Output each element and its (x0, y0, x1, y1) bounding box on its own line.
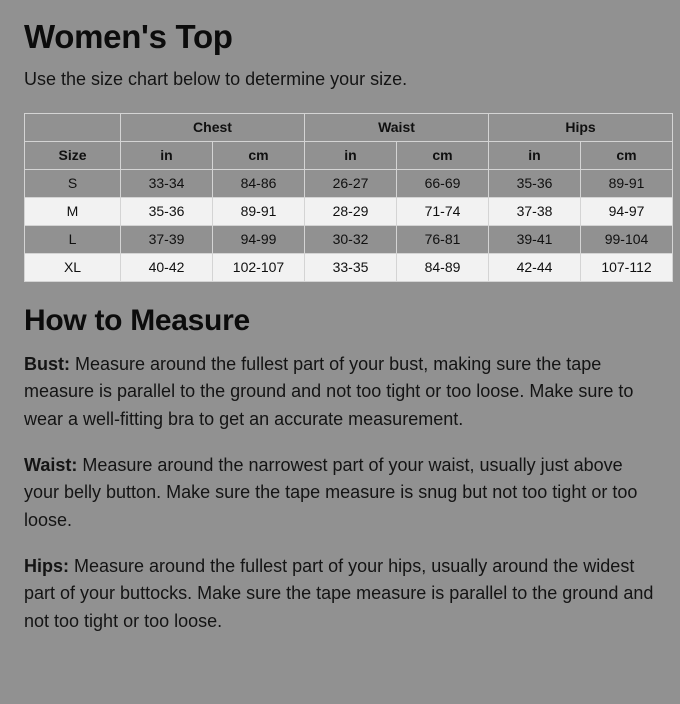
cell-chest-in: 35-36 (120, 197, 213, 227)
group-header-blank (24, 113, 121, 143)
table-row: L 37-39 94-99 30-32 76-81 39-41 99-104 (24, 225, 673, 255)
column-header-hips-cm: cm (580, 141, 673, 171)
measure-instruction-hips: Hips: Measure around the fullest part of… (24, 553, 656, 635)
cell-chest-cm: 94-99 (212, 225, 305, 255)
cell-hips-cm: 94-97 (580, 197, 673, 227)
cell-hips-cm: 99-104 (580, 225, 673, 255)
cell-hips-in: 37-38 (488, 197, 581, 227)
cell-chest-in: 33-34 (120, 169, 213, 199)
table-row: M 35-36 89-91 28-29 71-74 37-38 94-97 (24, 197, 673, 227)
cell-size: M (24, 197, 121, 227)
cell-waist-cm: 76-81 (396, 225, 489, 255)
cell-hips-cm: 107-112 (580, 253, 673, 283)
measure-text-bust: Measure around the fullest part of your … (24, 353, 634, 429)
column-header-size: Size (24, 141, 121, 171)
cell-hips-in: 35-36 (488, 169, 581, 199)
measure-label-bust: Bust: (24, 353, 70, 374)
cell-size: XL (24, 253, 121, 283)
cell-chest-cm: 89-91 (212, 197, 305, 227)
group-header-waist: Waist (304, 113, 489, 143)
cell-waist-in: 26-27 (304, 169, 397, 199)
cell-chest-cm: 102-107 (212, 253, 305, 283)
table-row: S 33-34 84-86 26-27 66-69 35-36 89-91 (24, 169, 673, 199)
cell-chest-cm: 84-86 (212, 169, 305, 199)
column-header-chest-cm: cm (212, 141, 305, 171)
measure-label-waist: Waist: (24, 454, 78, 475)
column-header-chest-in: in (120, 141, 213, 171)
cell-waist-cm: 71-74 (396, 197, 489, 227)
size-chart-head: Chest Waist Hips Size in cm in cm in cm (24, 113, 673, 171)
size-chart-body: S 33-34 84-86 26-27 66-69 35-36 89-91 M … (24, 169, 673, 283)
group-header-hips: Hips (488, 113, 673, 143)
measure-instruction-waist: Waist: Measure around the narrowest part… (24, 452, 656, 534)
cell-waist-in: 28-29 (304, 197, 397, 227)
table-row: XL 40-42 102-107 33-35 84-89 42-44 107-1… (24, 253, 673, 283)
cell-hips-in: 42-44 (488, 253, 581, 283)
measure-label-hips: Hips: (24, 555, 69, 576)
size-chart-unit-header-row: Size in cm in cm in cm (24, 141, 673, 171)
measure-text-waist: Measure around the narrowest part of you… (24, 454, 638, 530)
cell-size: S (24, 169, 121, 199)
cell-chest-in: 37-39 (120, 225, 213, 255)
cell-hips-cm: 89-91 (580, 169, 673, 199)
cell-waist-cm: 66-69 (396, 169, 489, 199)
column-header-hips-in: in (488, 141, 581, 171)
measure-instruction-bust: Bust: Measure around the fullest part of… (24, 351, 656, 433)
size-chart-group-header-row: Chest Waist Hips (24, 113, 673, 143)
measure-text-hips: Measure around the fullest part of your … (24, 555, 654, 631)
cell-chest-in: 40-42 (120, 253, 213, 283)
cell-waist-cm: 84-89 (396, 253, 489, 283)
column-header-waist-in: in (304, 141, 397, 171)
cell-size: L (24, 225, 121, 255)
page-title: Women's Top (24, 18, 233, 55)
cell-waist-in: 33-35 (304, 253, 397, 283)
how-to-measure-title: How to Measure (24, 304, 250, 338)
size-chart-table: Chest Waist Hips Size in cm in cm in cm … (24, 113, 673, 283)
column-header-waist-cm: cm (396, 141, 489, 171)
page-subtitle: Use the size chart below to determine yo… (24, 68, 408, 89)
cell-waist-in: 30-32 (304, 225, 397, 255)
cell-hips-in: 39-41 (488, 225, 581, 255)
group-header-chest: Chest (120, 113, 305, 143)
